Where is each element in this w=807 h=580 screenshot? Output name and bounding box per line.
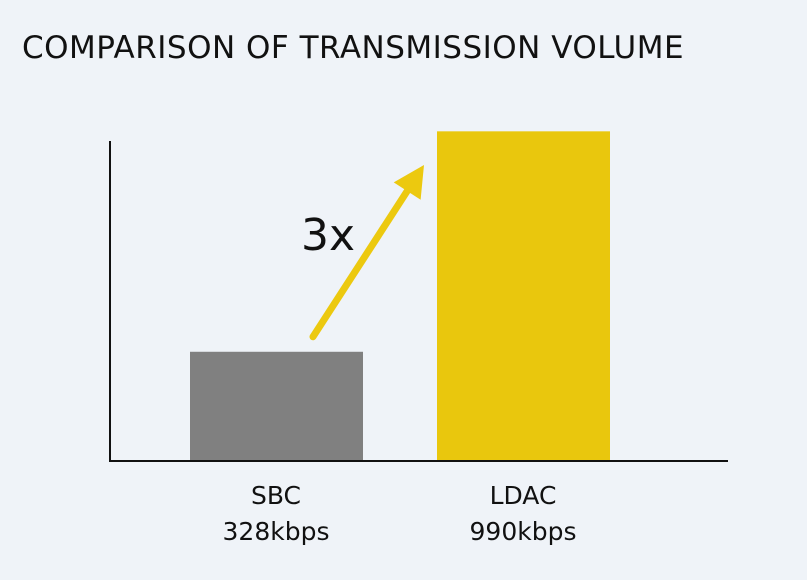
- category-value-sbc: 328kbps: [222, 517, 330, 546]
- comparison-annotation: 3x: [301, 210, 355, 261]
- comparison-arrow-shaft: [309, 185, 412, 341]
- chart-title: COMPARISON OF TRANSMISSION VOLUME: [22, 30, 685, 66]
- bar-sbc: [190, 351, 363, 461]
- category-value-ldac: 990kbps: [469, 517, 577, 546]
- category-label-ldac: LDAC 990kbps: [428, 478, 618, 550]
- category-label-sbc: SBC 328kbps: [181, 478, 371, 550]
- category-name-sbc: SBC: [250, 481, 302, 510]
- comparison-arrow-head: [393, 165, 424, 200]
- category-name-ldac: LDAC: [489, 481, 557, 510]
- bar-ldac: [437, 131, 610, 461]
